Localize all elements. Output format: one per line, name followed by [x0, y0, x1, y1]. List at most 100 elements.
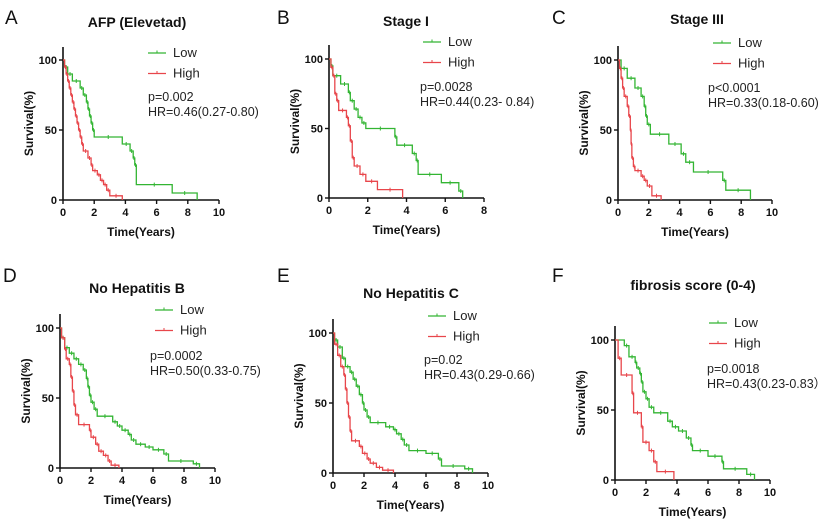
x-tick-label: 2 [361, 480, 367, 492]
panel-title: No Hepatitis C [363, 285, 459, 301]
x-tick-label: 4 [403, 205, 410, 217]
y-tick-label: 50 [315, 398, 327, 410]
x-tick-label: 10 [213, 207, 225, 219]
y-tick-label: 0 [317, 193, 323, 205]
panel-title: Stage I [383, 13, 429, 29]
x-tick-label: 10 [482, 480, 494, 492]
legend-label-high: High [738, 56, 765, 71]
legend-label-high: High [448, 55, 475, 70]
panel-title: No Hepatitis B [89, 280, 185, 296]
x-axis-label: Time(Years) [107, 225, 175, 239]
x-tick-label: 10 [209, 475, 221, 487]
panel-a: A AFP (Elevetad)0 2 4 6 8 10050100Time(Years)S… [5, 8, 259, 239]
panel-title: AFP (Elevetad) [88, 14, 187, 30]
x-tick-label: 4 [122, 207, 129, 219]
panel-letter: E [277, 266, 290, 287]
y-tick-label: 100 [305, 54, 323, 66]
survival-curve-high [333, 332, 395, 473]
y-tick-label: 100 [594, 55, 612, 67]
survival-curve-low [60, 327, 201, 468]
panel-letter: C [552, 8, 566, 29]
survival-curve-low [329, 58, 464, 198]
panel-title: Stage III [670, 11, 724, 27]
x-tick-label: 2 [643, 487, 649, 499]
legend-label-high: High [173, 66, 200, 81]
x-tick-label: 8 [738, 207, 744, 219]
x-tick-label: 2 [365, 205, 371, 217]
survival-curve-high [60, 327, 120, 468]
x-axis-label: Time(Years) [659, 505, 727, 519]
p-value: p<0.0001 [708, 81, 761, 95]
x-tick-label: 4 [674, 487, 681, 499]
p-value: p=0.0028 [420, 80, 473, 94]
survival-curve-high [615, 339, 675, 480]
x-tick-label: 0 [57, 475, 63, 487]
survival-curve-low [333, 332, 474, 473]
legend-label-high: High [180, 323, 207, 338]
hazard-ratio: HR=0.43(0.23-0.83） [707, 377, 824, 391]
x-tick-label: 0 [330, 480, 336, 492]
hazard-ratio: HR=0.43(0.29-0.66) [424, 368, 535, 382]
y-tick-label: 0 [321, 468, 327, 480]
survival-curve-high [63, 59, 123, 200]
panel-letter: F [552, 266, 564, 287]
survival-curve-low [618, 59, 752, 200]
p-value: p=0.0018 [707, 362, 760, 376]
hazard-ratio: HR=0.33(0.18-0.60) [708, 96, 819, 110]
panel-letter: A [5, 8, 18, 29]
legend-label-high: High [453, 329, 480, 344]
y-tick-label: 100 [39, 55, 57, 67]
x-tick-label: 4 [392, 480, 399, 492]
x-tick-label: 6 [150, 475, 156, 487]
x-tick-label: 6 [423, 480, 429, 492]
y-tick-label: 50 [600, 125, 612, 137]
panel-b: B Stage I 0 2 4 6 8 0 50 100 Time(Years) Survival(%… [277, 8, 534, 237]
p-value: p=0.0002 [150, 349, 203, 363]
y-tick-label: 50 [597, 405, 609, 417]
x-axis-label: Time(Years) [373, 223, 441, 237]
legend-label-low: Low [173, 45, 197, 60]
x-tick-label: 6 [154, 207, 160, 219]
hazard-ratio: HR=0.44(0.23- 0.84) [420, 95, 534, 109]
legend-label-low: Low [734, 315, 758, 330]
y-axis-label: Survival(%) [288, 89, 302, 154]
x-tick-label: 0 [615, 207, 621, 219]
y-axis-label: Survival(%) [577, 90, 591, 155]
x-tick-label: 8 [454, 480, 460, 492]
panel-letter: B [277, 8, 290, 29]
y-tick-label: 100 [309, 328, 327, 340]
x-tick-label: 2 [88, 475, 94, 487]
x-axis-label: Time(Years) [377, 498, 445, 512]
panel-title: fibrosis score (0-4) [630, 277, 755, 293]
x-tick-label: 0 [612, 487, 618, 499]
y-axis-label: Survival(%) [19, 358, 33, 423]
x-tick-label: 10 [766, 207, 778, 219]
y-tick-label: 50 [311, 124, 323, 136]
survival-curve-low [63, 59, 198, 200]
p-value: p=0.002 [148, 90, 194, 104]
x-tick-label: 8 [185, 207, 191, 219]
x-tick-label: 2 [646, 207, 652, 219]
x-tick-label: 4 [677, 207, 684, 219]
legend-label-high: High [734, 336, 761, 351]
panel-letter: D [3, 266, 17, 287]
x-tick-label: 6 [707, 207, 713, 219]
y-tick-label: 0 [606, 195, 612, 207]
legend-label-low: Low [738, 35, 762, 50]
hazard-ratio: HR=0.50(0.33-0.75) [150, 364, 261, 378]
y-tick-label: 0 [48, 463, 54, 475]
x-tick-label: 0 [60, 207, 66, 219]
p-value: p=0.02 [424, 353, 463, 367]
survival-curve-high [618, 59, 662, 200]
x-axis-label: Time(Years) [661, 225, 729, 239]
y-axis-label: Survival(%) [574, 370, 588, 435]
panel-d: DNo Hepatitis B0 2 4 6 8 10050100Time(Years)S… [3, 266, 261, 507]
x-tick-label: 8 [181, 475, 187, 487]
y-tick-label: 50 [45, 125, 57, 137]
y-tick-label: 0 [51, 195, 57, 207]
x-tick-label: 8 [481, 205, 487, 217]
legend-label-low: Low [448, 34, 472, 49]
x-tick-label: 6 [705, 487, 711, 499]
